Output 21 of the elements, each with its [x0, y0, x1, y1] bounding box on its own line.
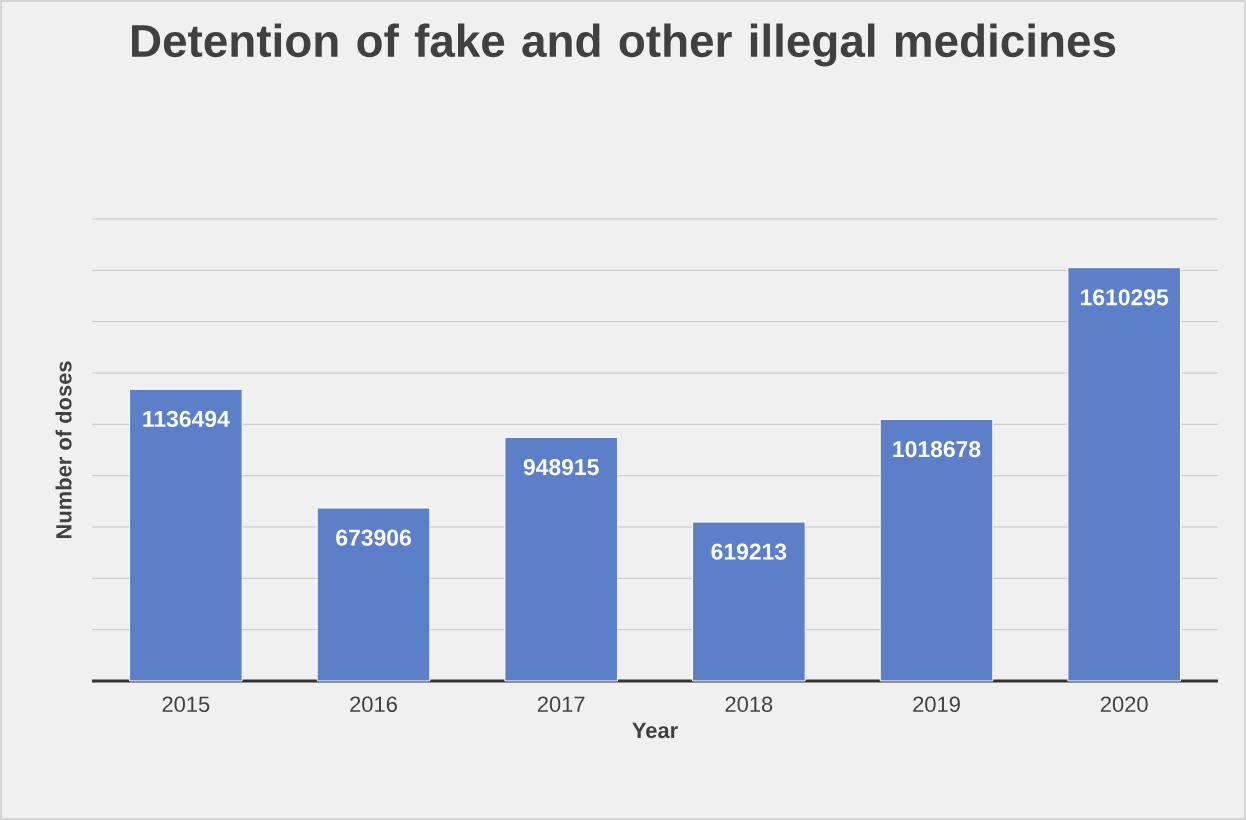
- x-tick-label: 2018: [725, 696, 773, 713]
- bar: [692, 521, 806, 682]
- x-tick-label: 2019: [913, 696, 960, 713]
- x-tick-label: 2015: [162, 696, 210, 713]
- data-label: 1136494: [143, 410, 230, 428]
- x-tick-label: 2017: [537, 696, 585, 713]
- bar: [879, 419, 994, 682]
- data-label: 1610295: [1081, 289, 1169, 306]
- x-tick-label: 2020: [1100, 696, 1148, 713]
- bar: [504, 436, 618, 682]
- data-label: 619213: [711, 543, 787, 560]
- bar: [316, 507, 431, 682]
- y-axis-title: Number of doses: [55, 361, 72, 539]
- bar: [1067, 267, 1181, 682]
- bar: [129, 388, 243, 682]
- data-label: 1018678: [893, 441, 981, 458]
- x-axis-title: Year: [632, 722, 678, 739]
- data-label: 673906: [336, 529, 411, 546]
- chart-title: Detention of fake and other illegal medicines: [132, 23, 1116, 67]
- data-label: 948915: [523, 458, 599, 476]
- x-tick-label: 2016: [350, 696, 397, 713]
